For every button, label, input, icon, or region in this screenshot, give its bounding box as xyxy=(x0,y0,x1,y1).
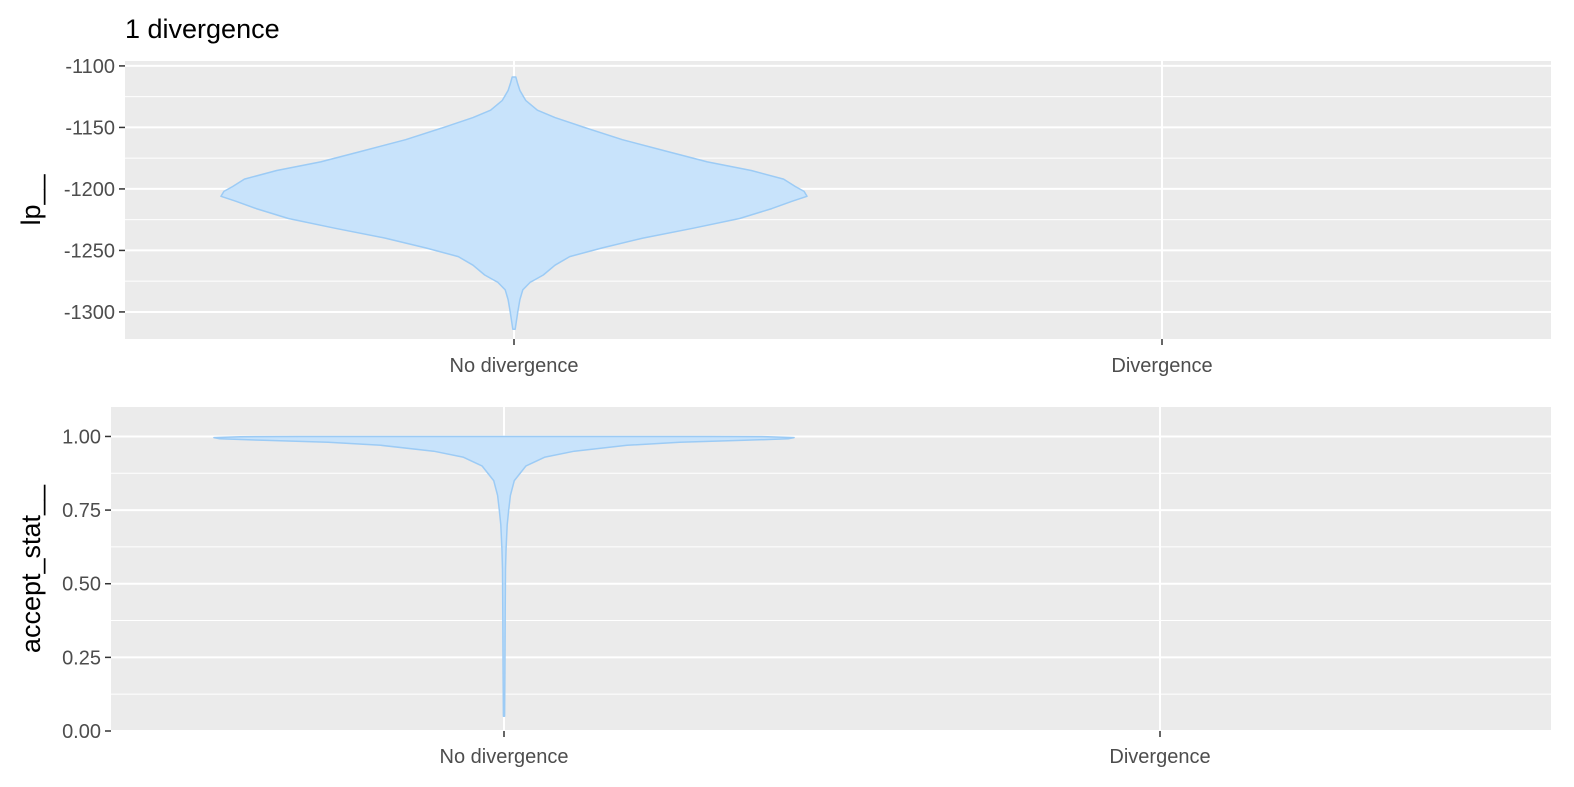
violin-no-divergence xyxy=(213,435,795,718)
y-tick-label: -1300 xyxy=(64,302,115,324)
x-tick-label: No divergence xyxy=(450,355,579,377)
y-axis-label: lp__ xyxy=(16,173,46,225)
chart-title: 1 divergence xyxy=(125,14,280,44)
y-tick-label: 0.00 xyxy=(62,721,101,743)
x-tick-label: No divergence xyxy=(440,746,569,768)
panel-2: 1.00 0.75 0.50 0.25 0.00 No divergence Diverge… xyxy=(16,407,1551,768)
panel-background xyxy=(111,407,1551,731)
y-tick-label: -1250 xyxy=(64,240,115,262)
y-tick-label: 0.25 xyxy=(62,647,101,669)
violin-no-divergence xyxy=(220,76,808,330)
panel-1: -1100 -1150 -1200 -1250 -1300 No divergence Di… xyxy=(16,14,1551,377)
y-tick-label: -1200 xyxy=(64,179,115,201)
y-tick-label: 0.50 xyxy=(62,574,101,596)
y-tick-label: -1100 xyxy=(65,56,115,78)
y-axis-label: accept_stat__ xyxy=(16,484,46,653)
y-tick-label: -1150 xyxy=(65,117,115,139)
y-tick-label: 1.00 xyxy=(62,426,101,448)
x-tick-label: Divergence xyxy=(1109,746,1210,768)
x-tick-label: Divergence xyxy=(1111,355,1212,377)
y-tick-label: 0.75 xyxy=(62,500,101,522)
